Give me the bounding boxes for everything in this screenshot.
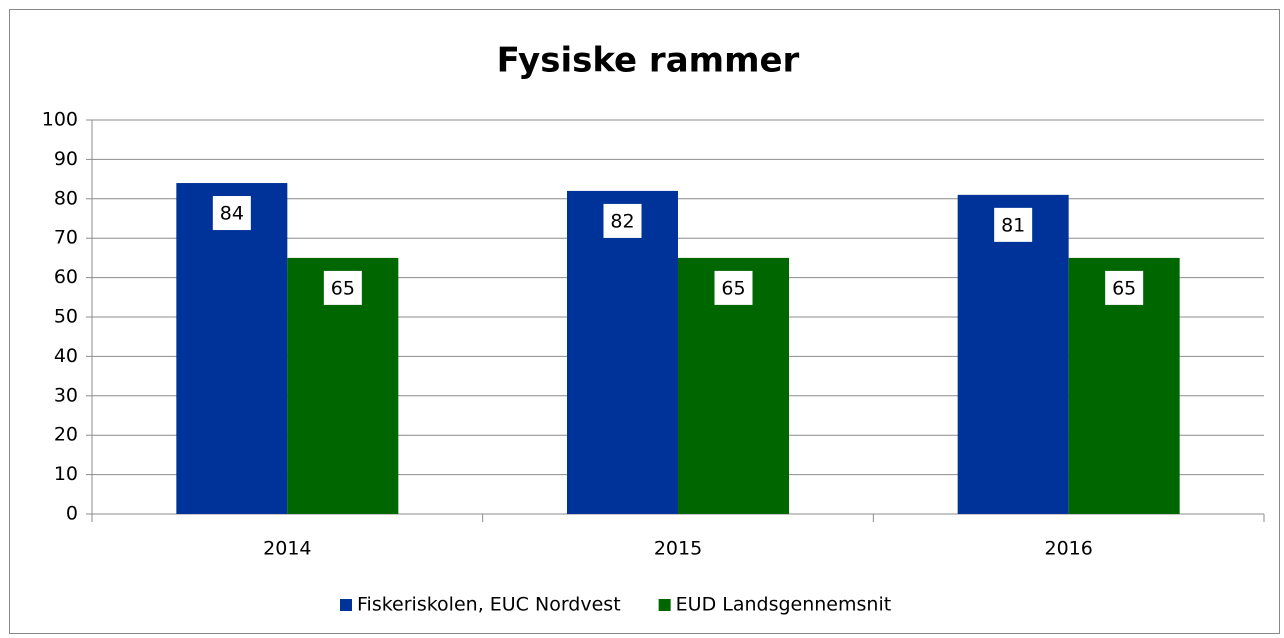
y-tick-label: 80 [54,187,78,209]
y-tick-label: 90 [54,148,78,170]
data-label-box [603,203,642,238]
data-label: 65 [331,277,355,299]
bar [176,183,288,515]
data-label: 84 [220,203,244,225]
data-label-box [1105,270,1144,305]
legend-label: Fiskeriskolen, EUC Nordvest [357,594,621,616]
chart-title: Fysiske rammer [497,41,800,81]
data-label-box [994,207,1033,242]
legend-swatch [340,599,352,611]
y-tick-label: 40 [54,345,78,367]
bar [957,194,1069,515]
y-tick-label: 30 [54,384,78,406]
y-tick-label: 20 [54,424,78,446]
legend-label: EUD Landsgennemsnit [676,594,892,616]
y-tick-label: 50 [54,306,78,328]
data-label: 65 [721,277,745,299]
legend-swatch [658,599,671,611]
data-label: 81 [1001,214,1025,236]
x-tick-label: 2015 [654,538,702,560]
data-label-box [323,270,362,305]
data-label: 65 [1112,277,1136,299]
x-tick-label: 2014 [263,538,311,560]
y-tick-label: 60 [54,266,78,288]
y-tick-label: 100 [42,109,78,131]
data-label: 82 [610,210,634,232]
data-label-box [212,196,251,231]
y-tick-label: 70 [54,227,78,249]
bar [567,190,678,515]
x-tick-label: 2016 [1044,538,1092,560]
y-tick-label: 0 [66,503,78,525]
data-label-box [714,270,753,305]
y-tick-label: 10 [54,463,78,485]
